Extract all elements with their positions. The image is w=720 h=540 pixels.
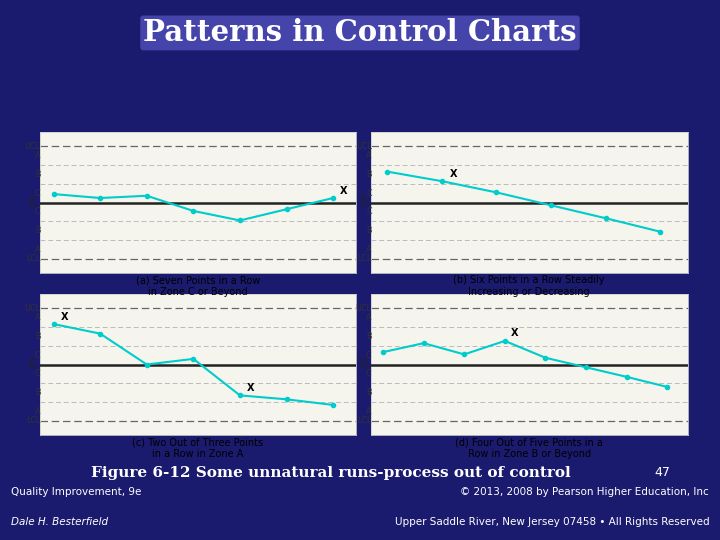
Text: C: C <box>35 188 40 198</box>
Text: A: A <box>366 313 372 322</box>
Text: UCL: UCL <box>24 142 40 151</box>
Text: $\overline{X}_0$: $\overline{X}_0$ <box>359 357 371 372</box>
Text: C: C <box>366 207 372 217</box>
Text: Quality Improvement, 9e: Quality Improvement, 9e <box>11 487 141 497</box>
Text: A: A <box>366 407 372 416</box>
Text: A: A <box>366 151 372 160</box>
Text: Dale H. Besterfield: Dale H. Besterfield <box>11 517 108 528</box>
Text: C: C <box>35 350 40 360</box>
Text: $\overline{X}_0$: $\overline{X}_0$ <box>27 195 40 210</box>
Text: C: C <box>35 207 40 217</box>
Text: UCL: UCL <box>356 142 372 151</box>
Text: C: C <box>35 369 40 379</box>
Text: LCL: LCL <box>26 254 40 263</box>
Text: © 2013, 2008 by Pearson Higher Education, Inc: © 2013, 2008 by Pearson Higher Education… <box>461 487 709 497</box>
Text: (a) Seven Points in a Row
in Zone C or Beyond: (a) Seven Points in a Row in Zone C or B… <box>136 275 260 297</box>
Text: B: B <box>366 332 372 341</box>
Text: UCL: UCL <box>24 304 40 313</box>
Text: UCL: UCL <box>356 304 372 313</box>
Text: C: C <box>366 369 372 379</box>
Text: C: C <box>366 350 372 360</box>
Text: A: A <box>366 245 372 254</box>
Text: Upper Saddle River, New Jersey 07458 • All Rights Reserved: Upper Saddle River, New Jersey 07458 • A… <box>395 517 709 528</box>
Text: LCL: LCL <box>357 416 372 425</box>
Text: $\overline{X}_0$: $\overline{X}_0$ <box>27 357 40 372</box>
Text: B: B <box>366 226 372 235</box>
Text: $\overline{X}_0$: $\overline{X}_0$ <box>359 195 371 210</box>
Text: X: X <box>247 383 254 393</box>
Text: B: B <box>366 388 372 397</box>
Text: LCL: LCL <box>26 416 40 425</box>
Text: B: B <box>35 332 40 341</box>
Text: A: A <box>35 151 40 160</box>
Text: Figure 6-12 Some unnatural runs-process out of control: Figure 6-12 Some unnatural runs-process … <box>91 465 571 480</box>
Text: (c) Two Out of Three Points
in a Row in Zone A: (c) Two Out of Three Points in a Row in … <box>132 437 264 459</box>
Text: B: B <box>366 170 372 179</box>
Text: Patterns in Control Charts: Patterns in Control Charts <box>143 18 577 48</box>
Text: B: B <box>35 226 40 235</box>
Text: X: X <box>60 312 68 322</box>
Text: X: X <box>340 186 348 195</box>
Text: (b) Six Points in a Row Steadily
Increasing or Decreasing: (b) Six Points in a Row Steadily Increas… <box>454 275 605 297</box>
Text: LCL: LCL <box>358 254 372 263</box>
Text: X: X <box>511 328 518 339</box>
Text: 47: 47 <box>654 466 670 479</box>
Text: B: B <box>35 170 40 179</box>
Text: (d) Four Out of Five Points in a
Row in Zone B or Beyond: (d) Four Out of Five Points in a Row in … <box>455 437 603 459</box>
Text: A: A <box>35 313 40 322</box>
Text: A: A <box>35 245 40 254</box>
Text: X: X <box>450 168 457 179</box>
Text: B: B <box>35 388 40 397</box>
Text: A: A <box>35 407 40 416</box>
Text: C: C <box>366 188 372 198</box>
